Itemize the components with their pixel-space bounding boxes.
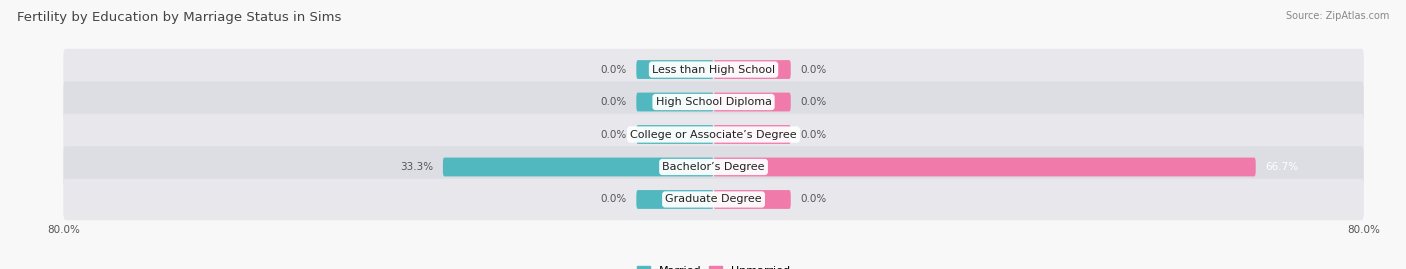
Legend: Married, Unmarried: Married, Unmarried [633, 261, 794, 269]
FancyBboxPatch shape [63, 81, 1364, 123]
Text: 33.3%: 33.3% [399, 162, 433, 172]
Text: College or Associate’s Degree: College or Associate’s Degree [630, 129, 797, 140]
Text: High School Diploma: High School Diploma [655, 97, 772, 107]
Text: Fertility by Education by Marriage Status in Sims: Fertility by Education by Marriage Statu… [17, 11, 342, 24]
Text: 0.0%: 0.0% [600, 97, 627, 107]
FancyBboxPatch shape [637, 125, 713, 144]
FancyBboxPatch shape [713, 158, 1256, 176]
FancyBboxPatch shape [713, 60, 790, 79]
Text: Graduate Degree: Graduate Degree [665, 194, 762, 204]
Text: 0.0%: 0.0% [800, 194, 827, 204]
FancyBboxPatch shape [443, 158, 713, 176]
Text: 0.0%: 0.0% [600, 129, 627, 140]
Text: Source: ZipAtlas.com: Source: ZipAtlas.com [1285, 11, 1389, 21]
Text: Less than High School: Less than High School [652, 65, 775, 75]
FancyBboxPatch shape [63, 114, 1364, 155]
Text: 0.0%: 0.0% [800, 65, 827, 75]
FancyBboxPatch shape [637, 60, 713, 79]
Text: Bachelor’s Degree: Bachelor’s Degree [662, 162, 765, 172]
FancyBboxPatch shape [637, 190, 713, 209]
FancyBboxPatch shape [713, 190, 790, 209]
Text: 0.0%: 0.0% [600, 65, 627, 75]
FancyBboxPatch shape [713, 125, 790, 144]
Text: 0.0%: 0.0% [600, 194, 627, 204]
FancyBboxPatch shape [63, 179, 1364, 220]
FancyBboxPatch shape [713, 93, 790, 111]
FancyBboxPatch shape [63, 146, 1364, 188]
FancyBboxPatch shape [637, 93, 713, 111]
Text: 66.7%: 66.7% [1265, 162, 1299, 172]
Text: 0.0%: 0.0% [800, 129, 827, 140]
Text: 0.0%: 0.0% [800, 97, 827, 107]
FancyBboxPatch shape [63, 49, 1364, 90]
